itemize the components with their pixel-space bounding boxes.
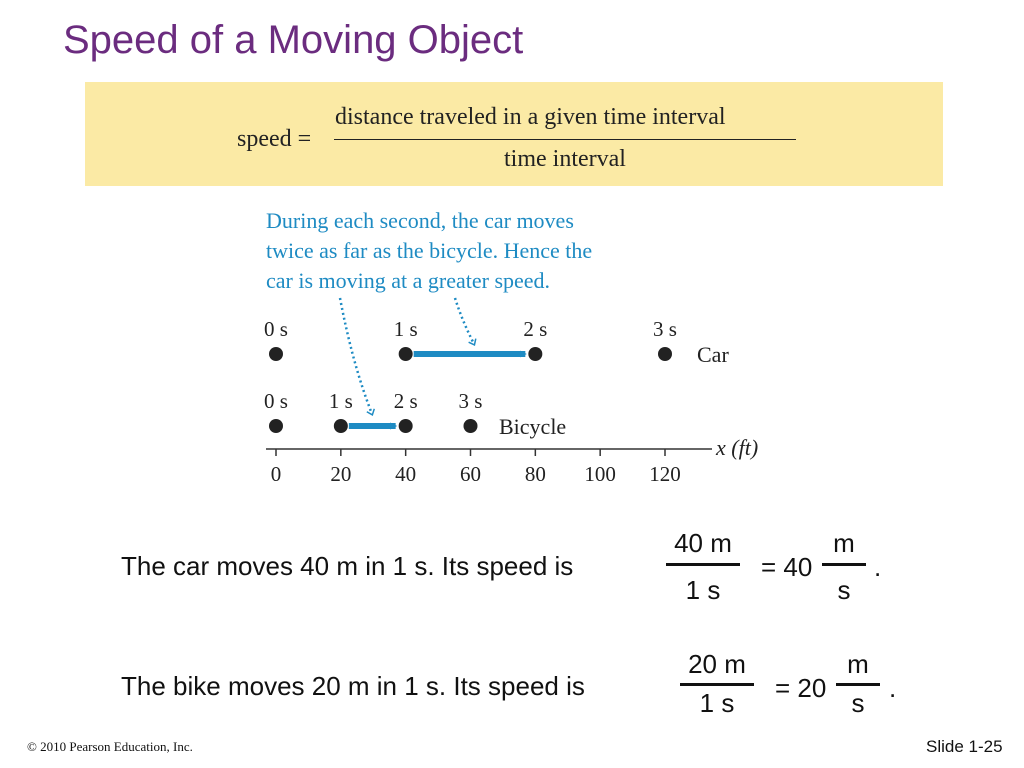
x-axis-label: x (ft) [715,435,758,460]
annotation-pointer-car [453,297,477,346]
slide-title: Speed of a Moving Object [63,18,524,62]
annotation-line: twice as far as the bicycle. Hence the [266,238,593,263]
car-time-label: 2 s [523,317,547,341]
formula-fraction-bar [334,139,796,140]
car-fraction1-denominator: 1 s [685,575,721,605]
car-fraction1-bar [666,563,740,566]
bike-fraction1-numerator: 20 m [688,649,746,679]
annotation-note: During each second, the car moves twice … [266,206,592,296]
x-axis-tick-label: 80 [525,462,546,486]
bicycle-time-label: 3 s [459,389,483,413]
car-fraction2-numerator: m [833,528,855,558]
annotation-line: car is moving at a greater speed. [266,268,551,293]
annotation-line: During each second, the car moves [266,208,574,233]
bike-period: . [889,673,897,703]
car-time-label: 0 s [264,317,288,341]
bike-fraction2-numerator: m [847,649,869,679]
car-time-label: 3 s [653,317,677,341]
x-axis-tick-label: 40 [395,462,416,486]
bike-speed-sentence: The bike moves 20 m in 1 s. Its speed is [121,671,585,701]
bicycle-position-dot [463,419,478,433]
x-axis-tick-label: 100 [584,462,616,486]
formula-denominator: time interval [504,146,626,172]
bike-fraction2-denominator: s [851,688,865,718]
annotation-pointer-bicycle [338,297,375,417]
formula-lhs: speed = [237,126,312,152]
x-axis-tick-label: 120 [649,462,681,486]
car-position-dot [658,347,672,361]
bicycle-position-dot [269,419,283,433]
car-speed-sentence: The car moves 40 m in 1 s. Its speed is [121,551,574,581]
bicycle-position-dot [398,419,413,433]
x-axis-tick-label: 0 [271,462,282,486]
car-time-label: 1 s [394,317,418,341]
car-fraction2-bar [822,563,866,566]
car-position-dot [269,347,283,361]
bike-fraction1-bar [680,683,754,686]
car-fraction2-denominator: s [837,575,851,605]
car-position-dot [528,347,543,361]
bike-speed-value: = 20 [775,673,827,703]
bike-fraction2-bar [836,683,880,686]
car-period: . [874,552,882,582]
x-axis-tick-label: 20 [330,462,351,486]
bicycle-position-dot [333,419,348,433]
slide-number: Slide 1-25 [926,737,1003,756]
x-axis-tick-label: 60 [460,462,481,486]
car-position-dot [398,347,413,361]
bicycle-time-label: 1 s [329,389,353,413]
bike-fraction1-denominator: 1 s [699,688,735,718]
car-speed-value: = 40 [761,552,813,582]
formula-box [85,82,943,186]
car-label: Car [697,342,729,367]
bicycle-time-label: 0 s [264,389,288,413]
car-fraction1-numerator: 40 m [674,528,732,558]
bicycle-time-label: 2 s [394,389,418,413]
copyright-notice: © 2010 Pearson Education, Inc. [27,739,193,754]
bicycle-label: Bicycle [499,414,566,439]
formula-numerator: distance traveled in a given time interv… [335,104,726,130]
